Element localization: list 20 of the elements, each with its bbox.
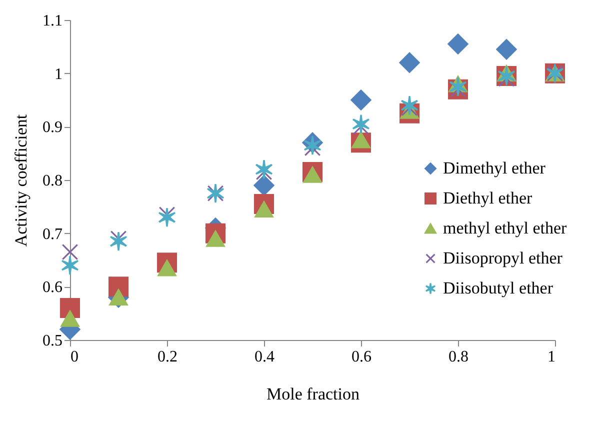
legend-label: Diisopropyl ether [443,248,563,268]
legend-label: Dimethyl ether [443,158,546,178]
y-tick-label: 0.8 [42,172,62,190]
x-axis-title: Mole fraction [266,384,360,404]
x-tick-label: 0.8 [448,348,468,366]
legend-label: Diethyl ether [443,188,533,208]
x-tick-label: 1 [548,348,556,366]
y-tick-label: 0.6 [42,279,62,296]
legend-label: methyl ethyl ether [443,218,568,238]
y-tick-label: 0.9 [42,119,62,136]
legend-label: Diisobutyl ether [443,278,554,298]
x-tick-label: 0 [70,348,78,366]
y-tick-label: 0.7 [42,226,62,243]
y-tick-label: 1 [54,66,62,83]
x-tick-label: 0.4 [254,348,274,366]
x-tick-label: 0.6 [352,348,372,366]
y-tick-label: 0.5 [42,332,62,350]
y-tick-label: 1.1 [42,12,62,30]
x-tick-label: 0.2 [158,348,178,366]
y-axis-title: Activity coefficient [12,114,30,247]
